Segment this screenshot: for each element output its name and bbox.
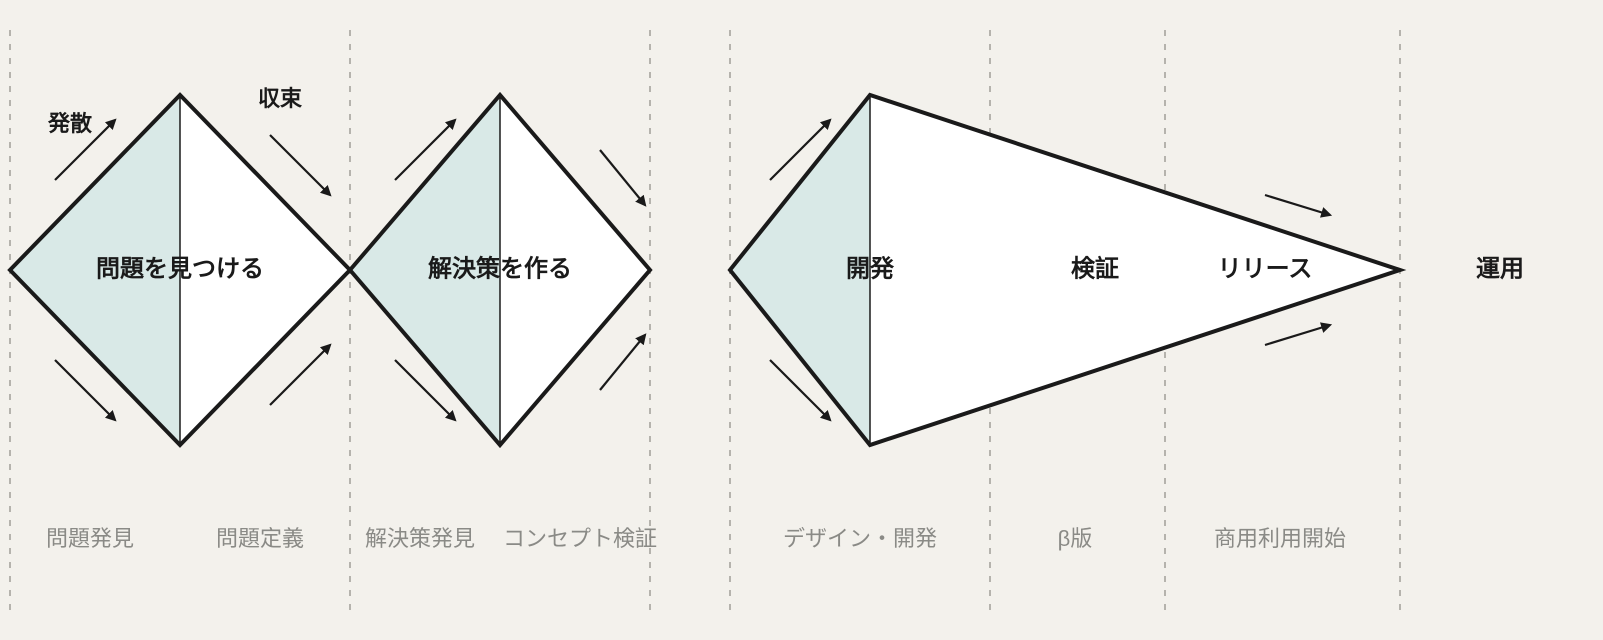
- label-diamond1: 問題を見つける: [96, 255, 264, 282]
- label-diverge: 発散: [47, 111, 93, 136]
- phase-label-5: β版: [1058, 526, 1093, 551]
- label-verify: 検証: [1071, 254, 1119, 282]
- phase-label-1: 問題定義: [216, 526, 304, 551]
- phase-label-0: 問題発見: [46, 526, 134, 551]
- label-diamond2: 解決策を作る: [428, 254, 572, 282]
- phase-label-6: 商用利用開始: [1214, 526, 1346, 551]
- label-dev: 開発: [846, 254, 895, 282]
- phase-label-3: コンセプト検証: [503, 526, 657, 551]
- label-converge: 収束: [258, 86, 303, 111]
- label-release: リリース: [1218, 255, 1313, 282]
- double-diamond-diagram: 発散 収束問題を見つける 解決策を作る 開発 検証 リリース 運用問題発見 問題定義 解決策発見…: [0, 0, 1603, 640]
- phase-label-2: 解決策発見: [365, 526, 475, 551]
- phase-label-4: デザイン・開発: [783, 526, 937, 551]
- label-operate: 運用: [1476, 255, 1524, 282]
